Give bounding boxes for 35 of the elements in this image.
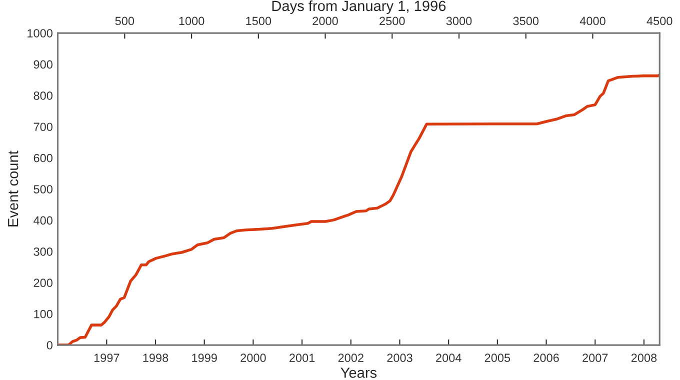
- x2-tick-label: 2500: [380, 16, 405, 26]
- y-tick-label: 100: [34, 310, 52, 318]
- x2-tick-label: 500: [115, 16, 134, 26]
- x-tick-label: 2008: [631, 354, 657, 362]
- x2-tick-label: 3000: [446, 16, 472, 26]
- x-tick-label: 2002: [338, 354, 364, 362]
- x-tick-label: 2001: [290, 354, 315, 362]
- x2-tick-label: 4500: [646, 16, 672, 26]
- x-tick-label: 2005: [484, 354, 510, 362]
- x2-axis-title: Days from January 1, 1996: [272, 0, 446, 14]
- x2-tick-label: 1500: [246, 16, 272, 26]
- y-tick-label: 0: [46, 341, 52, 350]
- x-tick-label: 2004: [436, 354, 462, 362]
- x-tick-label: 1999: [192, 354, 217, 362]
- x-tick-label: 2003: [387, 354, 412, 362]
- x2-tick-label: 2000: [312, 16, 338, 26]
- x2-tick-label: 1000: [179, 16, 204, 26]
- y-tick-label: 200: [34, 278, 52, 288]
- y-tick-label: 900: [34, 60, 52, 69]
- x2-tick-label: 3500: [513, 16, 539, 26]
- x2-tick-label: 4000: [580, 16, 606, 26]
- y-tick-label: 400: [34, 216, 52, 225]
- x-tick-label: 1998: [143, 354, 168, 362]
- x-axis-title: Years: [340, 368, 377, 378]
- y-tick-label: 800: [34, 91, 52, 100]
- x-tick-label: 2007: [582, 354, 608, 362]
- y-tick-label: 300: [34, 247, 52, 256]
- x-tick-label: 1997: [94, 354, 120, 362]
- y-tick-label: 1000: [28, 29, 52, 38]
- y-tick-label: 500: [34, 185, 52, 194]
- y-tick-label: 700: [34, 122, 52, 132]
- y-axis-title: Event count: [8, 150, 18, 226]
- y-tick-label: 600: [34, 154, 52, 162]
- x-tick-label: 2000: [240, 354, 266, 362]
- x-tick-label: 2006: [534, 354, 559, 362]
